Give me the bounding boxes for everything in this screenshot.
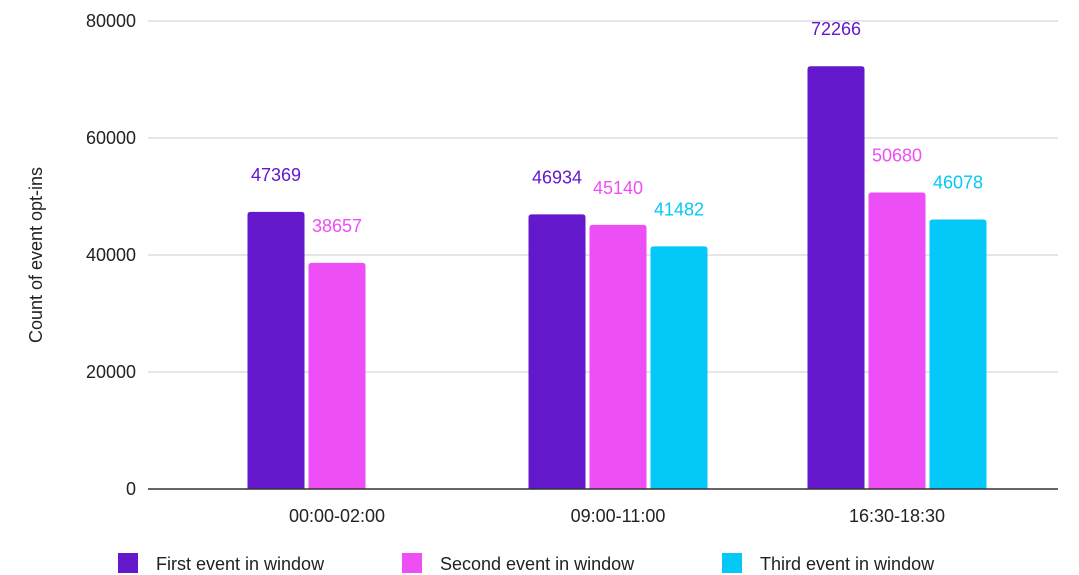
bar	[929, 219, 987, 489]
legend-label: First event in window	[156, 554, 325, 574]
x-tick-label: 16:30-18:30	[849, 506, 945, 526]
x-tick-label: 00:00-02:00	[289, 506, 385, 526]
bar	[247, 211, 305, 489]
bar	[868, 192, 926, 489]
y-axis-tick-labels: 0 20000 40000 60000 80000	[86, 11, 136, 499]
y-tick-label: 20000	[86, 362, 136, 382]
data-label: 45140	[593, 178, 643, 198]
legend-swatch	[118, 553, 138, 573]
x-axis-tick-labels: 00:00-02:00 09:00-11:00 16:30-18:30	[289, 506, 945, 526]
legend-swatch	[722, 553, 742, 573]
data-label: 41482	[654, 199, 704, 219]
bars	[247, 66, 987, 489]
legend-swatch	[402, 553, 422, 573]
data-label: 72266	[811, 19, 861, 39]
legend-label: Second event in window	[440, 554, 635, 574]
data-label: 47369	[251, 165, 301, 185]
bar	[308, 262, 366, 489]
bar	[589, 224, 647, 489]
y-tick-label: 80000	[86, 11, 136, 31]
bar	[528, 214, 586, 489]
x-tick-label: 09:00-11:00	[571, 506, 666, 526]
bar	[807, 66, 865, 489]
y-tick-label: 60000	[86, 128, 136, 148]
data-label: 50680	[872, 146, 922, 166]
data-label: 38657	[312, 216, 362, 236]
data-label: 46934	[532, 167, 582, 187]
y-tick-label: 0	[126, 479, 136, 499]
data-labels: 47369 38657 46934 45140 41482 72266 50680 46078	[251, 19, 983, 236]
data-label: 46078	[933, 172, 983, 192]
legend-label: Third event in window	[760, 554, 935, 574]
legend: First event in window Second event in win…	[118, 553, 935, 574]
bar	[650, 246, 708, 489]
y-tick-label: 40000	[86, 245, 136, 265]
y-axis-title: Count of event opt-ins	[26, 167, 46, 343]
